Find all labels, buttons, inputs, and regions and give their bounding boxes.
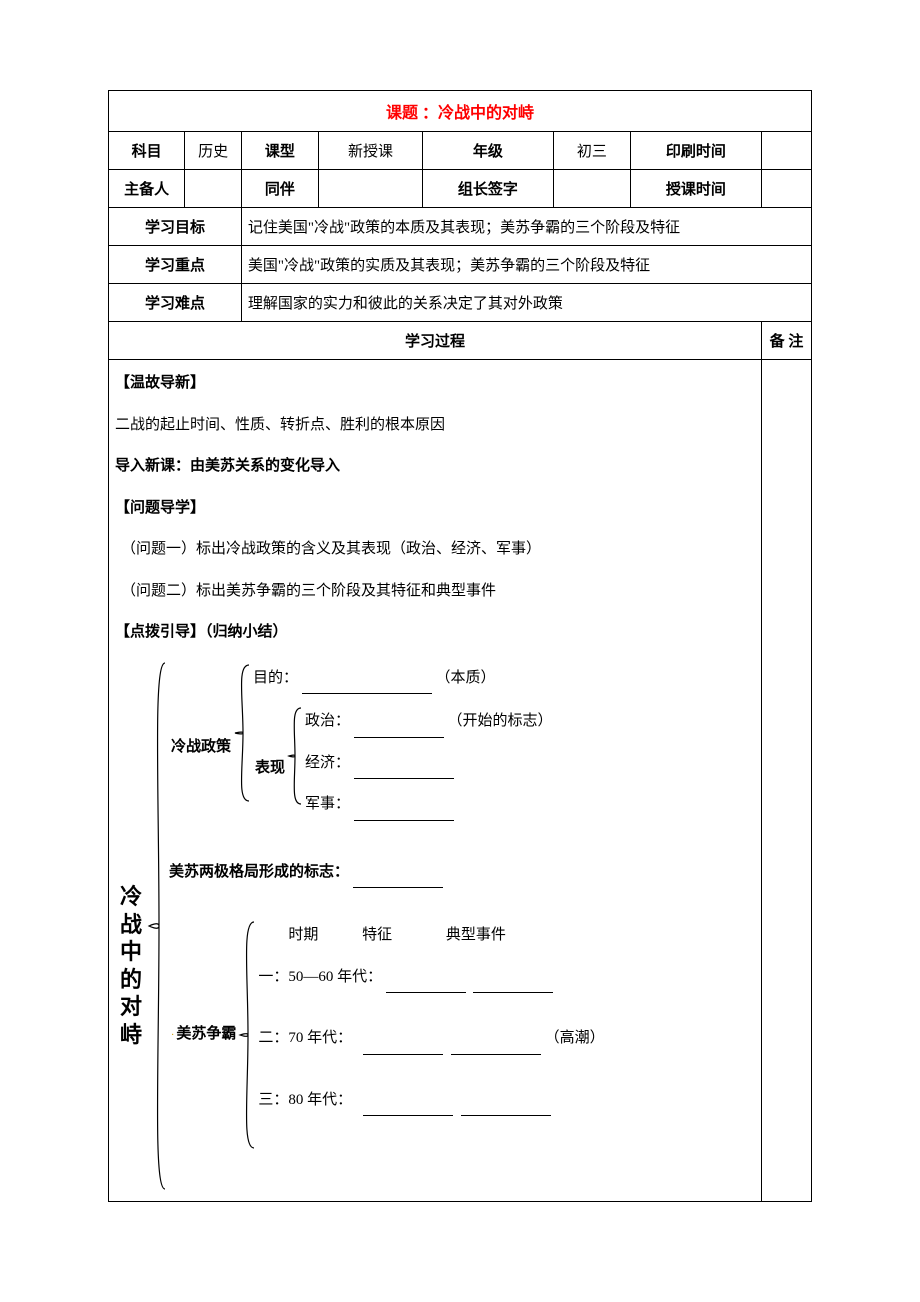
notes-header: 备 注 <box>762 322 812 360</box>
blank-p2b <box>451 1037 541 1055</box>
goal-row: 学习目标 记住美国"冷战"政策的本质及其表现；美苏争霸的三个阶段及特征 <box>109 208 812 246</box>
author-label: 主备人 <box>109 170 185 208</box>
blank-p1a <box>386 975 466 993</box>
blank-p3b <box>461 1098 551 1116</box>
brace-expression-icon <box>287 706 303 806</box>
branch3-label: 美苏争霸 <box>176 1026 236 1042</box>
phase2-tail: （高潮） <box>545 1030 605 1046</box>
info-row-2: 主备人 同伴 组长签字 授课时间 <box>109 170 812 208</box>
goal-label: 学习目标 <box>109 208 242 246</box>
branch2-line: 美苏两极格局形成的标志： <box>169 857 753 889</box>
printtime-value <box>761 132 811 170</box>
process-header-row: 学习过程 备 注 <box>109 322 812 360</box>
type-value: 新授课 <box>318 132 422 170</box>
partner-label: 同伴 <box>241 170 318 208</box>
phase2-label: 二：70 年代： <box>258 1030 352 1046</box>
s3-title: 【点拨引导】（归纳小结） <box>115 617 755 649</box>
branch1-label: 冷战政策 <box>171 739 231 755</box>
keypoint-value: 美国"冷战"政策的实质及其表现；美苏争霸的三个阶段及特征 <box>241 246 811 284</box>
politic-label: 政治： <box>305 713 350 729</box>
subject-label: 科目 <box>109 132 185 170</box>
type-label: 课型 <box>241 132 318 170</box>
process-header: 学习过程 <box>109 322 762 360</box>
blank-politic <box>354 720 444 738</box>
diagram-main-title: 冷战中的对峙 <box>117 883 145 1048</box>
blank-economic <box>354 761 454 779</box>
phase3-label: 三：80 年代： <box>258 1092 352 1108</box>
economic-label: 经济： <box>305 755 350 771</box>
brace-branch3-icon <box>238 920 256 1150</box>
blank-p2a <box>363 1037 443 1055</box>
phase-feature-h: 特征 <box>362 920 442 952</box>
branch2-label: 美苏两极格局形成的标志： <box>169 864 349 880</box>
lesson-plan-table: 课题 ：冷战中的对峙 科目 历史 课型 新授课 年级 初三 印刷时间 主备人 同… <box>108 90 812 1202</box>
expression-label: 表现 <box>255 760 285 776</box>
purpose-tail: （本质） <box>436 670 496 686</box>
blank-bipolar <box>353 870 443 888</box>
politic-tail: （开始的标志） <box>448 713 553 729</box>
author-value <box>185 170 242 208</box>
difficulty-row: 学习难点 理解国家的实力和彼此的关系决定了其对外政策 <box>109 284 812 322</box>
phase3-line: 三：80 年代： <box>258 1085 604 1117</box>
phase1-label: 一：50—60 年代： <box>258 969 382 985</box>
politic-line: 政治： （开始的标志） <box>305 706 553 738</box>
blank-military <box>354 803 454 821</box>
info-row-1: 科目 历史 课型 新授课 年级 初三 印刷时间 <box>109 132 812 170</box>
s2-q2: （问题二）标出美苏争霸的三个阶段及其特征和典型事件 <box>115 576 755 608</box>
goal-value: 记住美国"冷战"政策的本质及其表现；美苏争霸的三个阶段及特征 <box>241 208 811 246</box>
tree-diagram: 冷战中的对峙 <box>115 659 755 1193</box>
purpose-label: 目的： <box>253 670 298 686</box>
content-row: 【温故导新】 二战的起止时间、性质、转折点、胜利的根本原因 导入新课：由美苏关系… <box>109 360 812 1202</box>
keypoint-row: 学习重点 美国"冷战"政策的实质及其表现；美苏争霸的三个阶段及特征 <box>109 246 812 284</box>
keypoint-label: 学习重点 <box>109 246 242 284</box>
teachtime-label: 授课时间 <box>630 170 761 208</box>
brace-branch1-icon <box>233 663 251 803</box>
brace-main-icon <box>147 661 167 1191</box>
military-label: 军事： <box>305 796 350 812</box>
s1-title: 【温故导新】 <box>115 368 755 400</box>
military-line: 军事： <box>305 789 553 821</box>
notes-column <box>762 360 812 1202</box>
leader-value <box>553 170 630 208</box>
grade-value: 初三 <box>553 132 630 170</box>
economic-line: 经济： <box>305 748 553 780</box>
phase2-line: 二：70 年代： （高潮） <box>258 1023 604 1055</box>
phase-event-h: 典型事件 <box>446 927 506 943</box>
s2-title: 【问题导学】 <box>115 493 755 525</box>
partner-value <box>318 170 422 208</box>
difficulty-label: 学习难点 <box>109 284 242 322</box>
branch1-purpose: 目的： （本质） <box>253 663 555 695</box>
phase-time-h: 时期 <box>288 920 358 952</box>
doc-title: 课题 ：冷战中的对峙 <box>109 91 812 132</box>
teachtime-value <box>761 170 811 208</box>
phase-header: 时期 特征 典型事件 <box>258 920 604 952</box>
blank-purpose <box>302 676 432 694</box>
blank-p3a <box>363 1098 453 1116</box>
dot-icon: · <box>171 1030 174 1041</box>
blank-p1b <box>473 975 553 993</box>
s2-q1: （问题一）标出冷战政策的含义及其表现（政治、经济、军事） <box>115 534 755 566</box>
leader-label: 组长签字 <box>422 170 553 208</box>
content-body: 【温故导新】 二战的起止时间、性质、转折点、胜利的根本原因 导入新课：由美苏关系… <box>109 360 762 1202</box>
printtime-label: 印刷时间 <box>630 132 761 170</box>
grade-label: 年级 <box>422 132 553 170</box>
s1-line1: 二战的起止时间、性质、转折点、胜利的根本原因 <box>115 410 755 442</box>
difficulty-value: 理解国家的实力和彼此的关系决定了其对外政策 <box>241 284 811 322</box>
s1-line2: 导入新课：由美苏关系的变化导入 <box>115 451 755 483</box>
subject-value: 历史 <box>185 132 242 170</box>
phase1-line: 一：50—60 年代： <box>258 962 604 994</box>
